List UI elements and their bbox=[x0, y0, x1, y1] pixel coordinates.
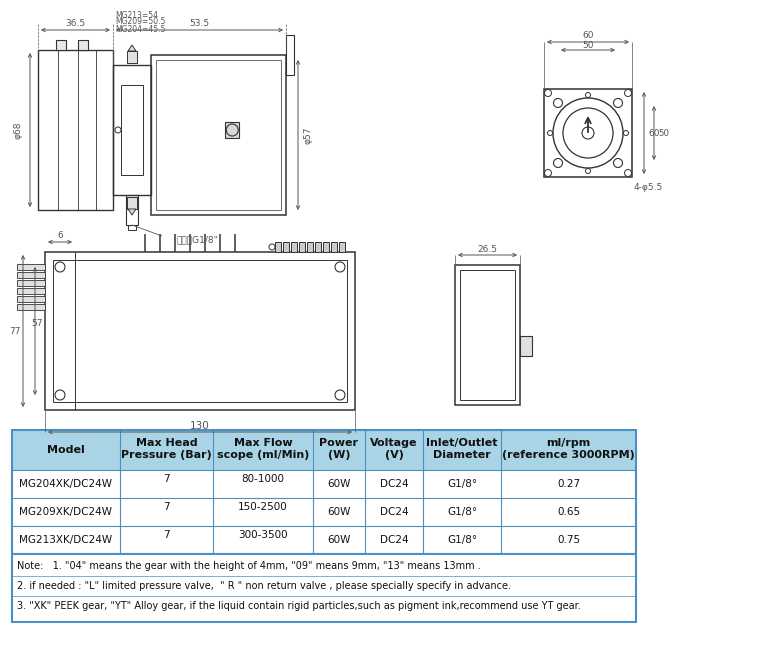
Text: 300-3500: 300-3500 bbox=[238, 530, 288, 540]
Text: φ57: φ57 bbox=[303, 126, 312, 144]
Text: (W): (W) bbox=[327, 450, 350, 460]
Bar bbox=[291, 242, 297, 252]
Text: 0.27: 0.27 bbox=[557, 479, 580, 489]
Bar bbox=[17, 296, 45, 302]
Text: 77: 77 bbox=[9, 327, 20, 336]
Text: MG204XK/DC24W: MG204XK/DC24W bbox=[20, 479, 112, 489]
Text: Max Head: Max Head bbox=[136, 438, 197, 448]
Text: 0.65: 0.65 bbox=[557, 507, 580, 517]
Text: DC24: DC24 bbox=[380, 507, 409, 517]
Bar bbox=[128, 225, 136, 230]
Text: 2. if needed : "L" limited pressure valve,  " R " non return valve , please spec: 2. if needed : "L" limited pressure valv… bbox=[17, 581, 511, 591]
Bar bbox=[460, 270, 515, 400]
Text: G1/8°: G1/8° bbox=[447, 479, 477, 489]
Bar bbox=[520, 336, 532, 356]
Text: scope (ml/Min): scope (ml/Min) bbox=[217, 450, 309, 460]
Bar bbox=[151, 55, 286, 215]
Text: Diameter: Diameter bbox=[433, 450, 491, 460]
Bar bbox=[544, 89, 632, 177]
Bar bbox=[121, 85, 143, 175]
Text: 60: 60 bbox=[582, 31, 594, 41]
Text: (reference 3000RPM): (reference 3000RPM) bbox=[502, 450, 635, 460]
Text: Max Flow: Max Flow bbox=[233, 438, 293, 448]
Text: Power: Power bbox=[320, 438, 359, 448]
Polygon shape bbox=[128, 45, 136, 51]
Text: MG213XK/DC24W: MG213XK/DC24W bbox=[20, 535, 112, 545]
Bar bbox=[17, 272, 45, 278]
Bar bbox=[307, 242, 313, 252]
Bar bbox=[12, 430, 636, 554]
Text: G1/8°: G1/8° bbox=[447, 507, 477, 517]
Text: 60: 60 bbox=[648, 129, 659, 137]
Text: 7: 7 bbox=[163, 502, 170, 512]
Bar bbox=[315, 242, 321, 252]
Text: 4-φ5.5: 4-φ5.5 bbox=[634, 183, 663, 191]
Bar bbox=[53, 260, 347, 402]
Bar bbox=[339, 242, 345, 252]
Bar bbox=[12, 498, 636, 526]
Text: 3. "XK" PEEK gear, "YT" Alloy gear, if the liquid contain rigid particles,such a: 3. "XK" PEEK gear, "YT" Alloy gear, if t… bbox=[17, 601, 581, 611]
Bar bbox=[17, 288, 45, 294]
Text: 50: 50 bbox=[659, 129, 669, 137]
Text: 50: 50 bbox=[582, 41, 594, 49]
Bar bbox=[275, 242, 281, 252]
Bar bbox=[56, 40, 66, 50]
Text: G1/8°: G1/8° bbox=[447, 535, 477, 545]
Bar bbox=[455, 265, 520, 405]
Bar bbox=[12, 526, 636, 554]
Text: 53.5: 53.5 bbox=[190, 19, 209, 29]
Text: MG209XK/DC24W: MG209XK/DC24W bbox=[20, 507, 112, 517]
Bar bbox=[127, 51, 137, 63]
Bar bbox=[78, 40, 88, 50]
Text: 150-2500: 150-2500 bbox=[238, 502, 288, 512]
Text: DC24: DC24 bbox=[380, 535, 409, 545]
Bar bbox=[12, 430, 636, 470]
Text: (V): (V) bbox=[384, 450, 403, 460]
Text: 36.5: 36.5 bbox=[65, 19, 86, 29]
Text: 60W: 60W bbox=[327, 507, 351, 517]
Bar bbox=[225, 122, 240, 138]
Bar bbox=[17, 304, 45, 310]
Text: MG209=50.5: MG209=50.5 bbox=[115, 17, 165, 27]
Text: 0.75: 0.75 bbox=[557, 535, 580, 545]
Bar bbox=[12, 554, 636, 622]
Bar bbox=[323, 242, 329, 252]
Bar bbox=[126, 195, 138, 225]
Polygon shape bbox=[128, 209, 136, 215]
Text: 7: 7 bbox=[163, 474, 170, 484]
Text: Model: Model bbox=[47, 445, 85, 455]
Text: 6: 6 bbox=[57, 231, 63, 241]
Bar bbox=[331, 242, 337, 252]
Bar bbox=[299, 242, 305, 252]
Text: 60W: 60W bbox=[327, 479, 351, 489]
Bar bbox=[17, 264, 45, 270]
Text: 57: 57 bbox=[31, 319, 42, 327]
Text: 60W: 60W bbox=[327, 535, 351, 545]
Text: Voltage: Voltage bbox=[370, 438, 418, 448]
Bar bbox=[286, 35, 294, 75]
Text: Note:   1. "04" means the gear with the height of 4mm, "09" means 9mm, "13" mean: Note: 1. "04" means the gear with the he… bbox=[17, 561, 481, 571]
Text: MG213=54: MG213=54 bbox=[115, 11, 158, 19]
Text: 130: 130 bbox=[190, 421, 210, 431]
Bar bbox=[38, 50, 113, 210]
Text: Pressure (Bar): Pressure (Bar) bbox=[121, 450, 212, 460]
Text: 26.5: 26.5 bbox=[478, 245, 497, 253]
Text: 7: 7 bbox=[163, 530, 170, 540]
Text: DC24: DC24 bbox=[380, 479, 409, 489]
Text: φ68: φ68 bbox=[14, 121, 23, 139]
Text: ml/rpm: ml/rpm bbox=[547, 438, 590, 448]
Bar bbox=[45, 252, 355, 410]
Bar bbox=[12, 470, 636, 498]
Bar bbox=[17, 280, 45, 286]
Bar bbox=[283, 242, 289, 252]
Bar bbox=[127, 197, 137, 209]
Text: MG204=45.5: MG204=45.5 bbox=[115, 25, 165, 33]
Text: 进出口G1/8": 进出口G1/8" bbox=[176, 235, 218, 245]
Text: 80-1000: 80-1000 bbox=[242, 474, 284, 484]
Text: Inlet/Outlet: Inlet/Outlet bbox=[426, 438, 498, 448]
Bar bbox=[113, 65, 151, 195]
